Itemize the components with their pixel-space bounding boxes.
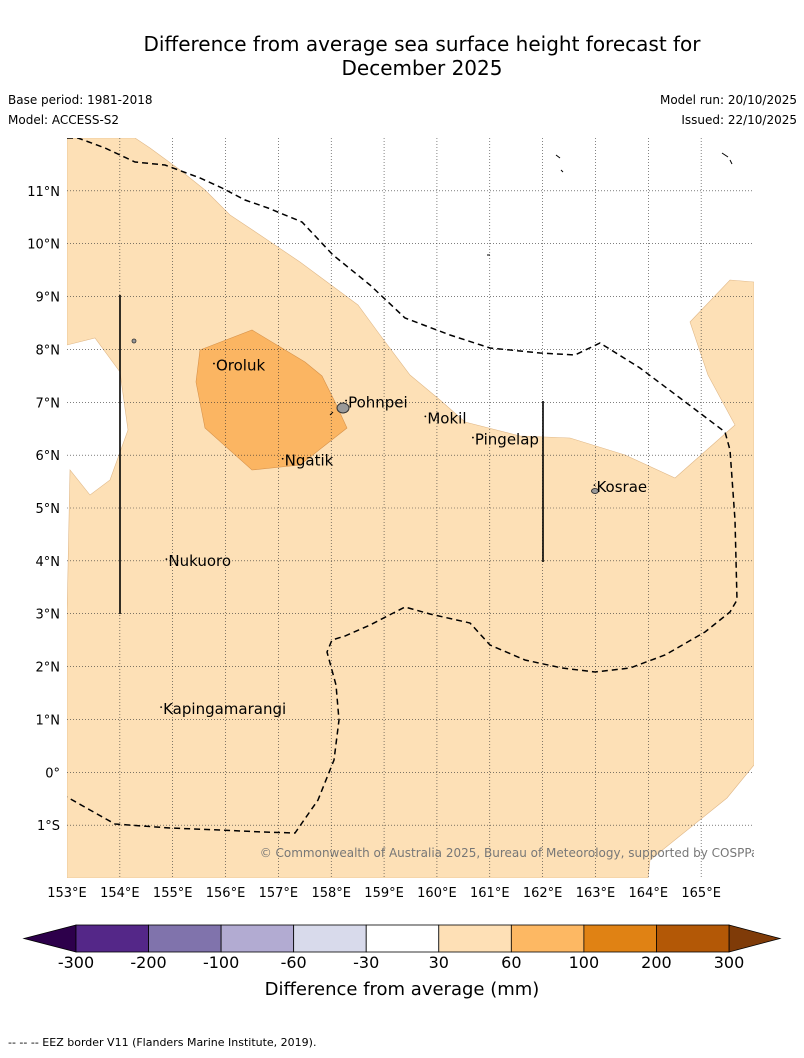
latitude-labels: 11°N 10°N 9°N 8°N 7°N 6°N 5°N 4°N 3°N 2°N 1°N 0° 1°S <box>27 185 60 834</box>
sea-height-map: Oroluk Pohnpei Mokil Pingelap Ngatik Kosrae Nu… <box>22 138 782 1000</box>
lon-tick-label: 153°E <box>47 886 87 901</box>
colorbar-tick-label: -300 <box>58 953 94 972</box>
copyright-credit: © Commonwealth of Australia 2025, Bureau… <box>260 846 765 860</box>
model-run: Model run: 20/10/2025 <box>659 93 797 107</box>
colorbar-tick-label: 300 <box>714 953 745 972</box>
lat-tick-label: 1°N <box>36 713 61 728</box>
anomaly-band-30-60 <box>67 138 754 878</box>
place-marker <box>213 362 215 365</box>
lon-tick-label: 163°E <box>576 886 616 901</box>
colorbar-swatch <box>75 924 149 953</box>
place-marker <box>281 457 284 460</box>
title-line-1: Difference from average sea surface heig… <box>143 32 701 56</box>
islet <box>729 159 733 165</box>
place-marker <box>424 415 427 418</box>
lon-tick-label: 157°E <box>259 886 299 901</box>
colorbar-swatch <box>365 924 440 953</box>
lon-tick-label: 160°E <box>417 886 457 901</box>
place-marker <box>160 706 163 709</box>
colorbar-swatch <box>510 924 585 953</box>
place-label-ngatik: Ngatik <box>285 452 334 470</box>
lat-tick-label: 5°N <box>36 502 61 517</box>
place-labels: Oroluk Pohnpei Mokil Pingelap Ngatik Kosrae Nu… <box>160 357 647 718</box>
base-period: Base period: 1981-2018 <box>8 93 153 107</box>
lon-tick-label: 158°E <box>311 886 351 901</box>
longitude-labels: 153°E 154°E 155°E 156°E 157°E 158°E 159°E 160°E… <box>47 886 721 901</box>
colorbar-over-arrow <box>728 924 782 953</box>
lon-tick-label: 154°E <box>100 886 140 901</box>
colorbar-tick-label: -60 <box>281 953 307 972</box>
lat-tick-label: 11°N <box>27 185 60 200</box>
lon-tick-label: 164°E <box>629 886 669 901</box>
colorbar-tick-label: 60 <box>501 953 521 972</box>
islet <box>329 411 334 416</box>
lon-tick-label: 165°E <box>681 886 721 901</box>
colorbar: -300 -200 -100 -60 -30 30 60 100 200 300 <box>22 924 782 972</box>
colorbar-label: Difference from average (mm) <box>265 979 540 1000</box>
lat-tick-label: 9°N <box>36 291 61 306</box>
place-marker <box>472 436 474 439</box>
place-marker <box>165 558 168 561</box>
colorbar-tick-label: -200 <box>130 953 166 972</box>
lat-tick-label: 7°N <box>36 396 61 411</box>
lat-tick-label: 4°N <box>36 555 61 570</box>
pohnpei-island <box>336 402 350 414</box>
lat-tick-label: 6°N <box>36 449 61 464</box>
colorbar-tick-label: -100 <box>203 953 239 972</box>
lat-tick-label: 3°N <box>36 608 61 623</box>
place-label-kapingamarangi: Kapingamarangi <box>163 700 286 718</box>
title-line-2: December 2025 <box>341 56 503 80</box>
chart-title: Difference from average sea surface heig… <box>0 32 804 80</box>
lat-tick-label: 10°N <box>27 238 60 253</box>
place-label-nukuoro: Nukuoro <box>168 552 231 570</box>
colorbar-tick-label: -30 <box>353 953 379 972</box>
model-name: Model: ACCESS-S2 <box>8 113 120 127</box>
issued-date: Issued: 22/10/2025 <box>681 113 797 127</box>
lon-tick-label: 159°E <box>364 886 404 901</box>
place-label-oroluk: Oroluk <box>216 357 265 375</box>
place-marker <box>345 399 347 402</box>
lon-tick-label: 161°E <box>470 886 510 901</box>
islet <box>721 152 729 158</box>
lon-tick-label: 162°E <box>523 886 563 901</box>
eez-footnote: -- -- -- EEZ border V11 (Flanders Marine… <box>8 1036 317 1049</box>
colorbar-swatch <box>293 924 367 953</box>
lon-tick-label: 156°E <box>206 886 246 901</box>
place-label-pingelap: Pingelap <box>475 431 539 449</box>
islet <box>131 338 137 344</box>
eez-border <box>67 138 738 834</box>
colorbar-tick-label: 100 <box>569 953 600 972</box>
islet <box>555 154 561 159</box>
lat-tick-label: 1°S <box>37 819 60 834</box>
colorbar-swatch <box>220 924 295 953</box>
colorbar-tick-label: 30 <box>429 953 449 972</box>
lat-tick-label: 2°N <box>36 661 61 676</box>
kosrae-island <box>591 488 599 494</box>
place-label-kosrae: Kosrae <box>596 478 647 496</box>
colorbar-swatch <box>438 924 512 953</box>
place-label-mokil: Mokil <box>427 409 466 427</box>
lat-tick-label: 0° <box>45 766 60 781</box>
anomaly-band-60-100 <box>195 329 348 471</box>
colorbar-swatch <box>148 924 222 953</box>
place-marker <box>593 484 596 487</box>
gridlines <box>67 138 754 878</box>
place-label-pohnpei: Pohnpei <box>348 394 408 412</box>
colorbar-swatch <box>583 924 657 953</box>
colorbar-tick-label: 200 <box>641 953 672 972</box>
lon-tick-label: 155°E <box>153 886 193 901</box>
colorbar-swatch <box>656 924 730 953</box>
islet <box>560 169 564 173</box>
colorbar-under-arrow <box>22 924 77 953</box>
lat-tick-label: 8°N <box>36 343 61 358</box>
